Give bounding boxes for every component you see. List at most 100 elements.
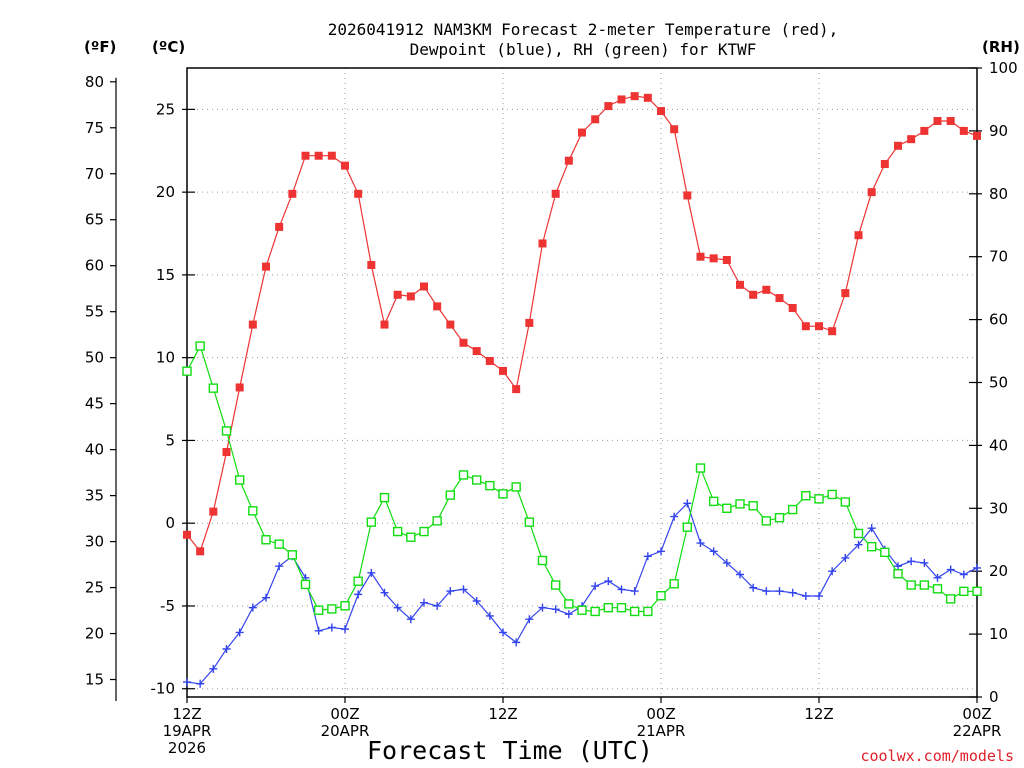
temperature-point [617, 95, 626, 104]
rh-point [629, 606, 640, 617]
dewpoint-point [209, 664, 218, 673]
axes: -10 -5 0 5 10 15 20 25 15 20 25 30 35 40 45 50 55 60 65 70 7… [85, 59, 1018, 706]
rh-point [932, 584, 943, 594]
temperature-point [512, 385, 521, 394]
rh-point [643, 606, 653, 617]
fahrenheit-unit-label: (ºF) [84, 38, 116, 56]
rh-point [511, 482, 521, 492]
dewpoint-point [709, 547, 718, 556]
temperature-point [643, 93, 652, 102]
rh-point [972, 586, 982, 597]
x-tick-label: 12Z [804, 705, 833, 723]
rh-point [590, 606, 600, 617]
rh-point [748, 501, 758, 511]
temperature-point [854, 231, 863, 240]
rh-point [234, 475, 245, 485]
temperature-point [920, 126, 929, 135]
rh-point [735, 499, 745, 509]
dewpoint-point [262, 593, 270, 602]
temperature-point [433, 302, 442, 311]
dewpoint-point [617, 585, 626, 594]
temperature-point [683, 191, 692, 200]
rh-point [880, 547, 890, 558]
dewpoint-point [183, 678, 191, 687]
temperature-point [564, 156, 573, 165]
fahrenheit-tick-label: 45 [85, 395, 104, 413]
dewpoint-point [920, 558, 929, 567]
rh-point [919, 580, 930, 590]
rh-series [182, 341, 982, 617]
rh-point [722, 503, 732, 513]
celsius-tick-label: 20 [156, 183, 175, 201]
rh-point [708, 496, 719, 507]
dewpoint-point [801, 592, 810, 601]
rh-point [445, 490, 456, 500]
temperature-point [749, 290, 758, 299]
dewpoint-point [485, 611, 494, 620]
rh-tick-label: 0 [989, 688, 999, 706]
rh-point [353, 576, 363, 586]
rh-tick-label: 90 [989, 122, 1008, 140]
temperature-point [657, 107, 665, 116]
rh-point [340, 601, 350, 611]
dewpoint-point [696, 539, 705, 548]
dewpoint-point [512, 638, 521, 647]
temperature-point [393, 290, 402, 299]
temperature-point [775, 294, 784, 303]
rh-point [432, 516, 442, 526]
dewpoint-point [630, 587, 639, 596]
rh-point [313, 605, 324, 615]
fahrenheit-tick-label: 35 [85, 487, 104, 505]
dewpoint-point [775, 587, 784, 596]
rh-point [616, 602, 627, 613]
rh-tick-label: 10 [989, 625, 1008, 643]
dewpoint-point [933, 573, 942, 582]
dewpoint-point [420, 598, 428, 607]
x-tick-label: 12Z [488, 705, 517, 723]
rh-tick-label: 100 [989, 59, 1018, 77]
temperature-point [867, 188, 876, 197]
fahrenheit-tick-label: 25 [85, 579, 104, 597]
rh-point [406, 532, 416, 542]
dewpoint-point [433, 601, 442, 610]
rh-point [524, 517, 535, 527]
rh-tick-label: 40 [989, 436, 1008, 454]
temperature-point [354, 189, 363, 198]
temperature-point [551, 189, 560, 198]
rh-point [656, 591, 666, 601]
dewpoint-point [828, 567, 837, 576]
temperature-point [973, 131, 981, 140]
fahrenheit-tick-label: 50 [85, 349, 104, 367]
rh-point [893, 569, 903, 579]
dewpoint-point [564, 610, 573, 619]
rh-point [695, 463, 706, 473]
temperature-point [946, 116, 955, 125]
temperature-point [262, 262, 270, 271]
temperature-point [696, 252, 705, 261]
rh-tick-label: 20 [989, 562, 1008, 580]
dewpoint-point [538, 603, 547, 612]
x-axis-label: Forecast Time (UTC) [367, 736, 653, 765]
temperature-point [828, 327, 837, 336]
temperature-point [578, 128, 586, 137]
dewpoint-point [248, 603, 257, 612]
x-tick-label: 19APR [163, 722, 212, 740]
dewpoint-point [907, 557, 916, 566]
celsius-tick-label: 10 [156, 349, 175, 367]
temperature-point [314, 151, 323, 160]
temperature-point [894, 141, 902, 150]
rh-point [787, 504, 798, 515]
rh-point [498, 489, 508, 499]
dewpoint-series [183, 499, 981, 688]
dewpoint-point [604, 577, 613, 586]
temperature-point [933, 116, 942, 125]
celsius-tick-label: -5 [160, 597, 175, 615]
credit-link[interactable]: coolwx.com/models [860, 747, 1014, 765]
dewpoint-point [749, 583, 758, 592]
temperature-point [275, 222, 284, 231]
x-tick-label: 22APR [953, 722, 1002, 740]
rh-point [419, 526, 429, 537]
dewpoint-point [222, 644, 231, 653]
